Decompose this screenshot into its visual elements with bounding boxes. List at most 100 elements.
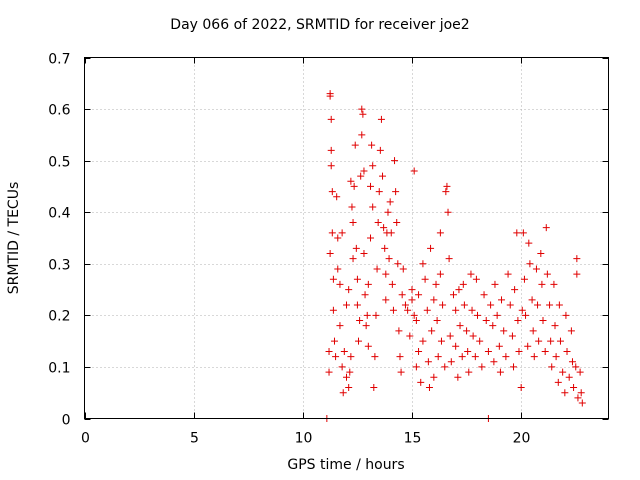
data-point	[506, 301, 514, 309]
data-point	[412, 317, 420, 325]
data-point	[375, 188, 383, 196]
data-point	[556, 337, 564, 345]
data-point	[567, 327, 575, 335]
data-point	[491, 280, 499, 288]
data-point	[459, 280, 467, 288]
data-point	[525, 239, 533, 247]
data-point	[463, 327, 471, 335]
data-point	[329, 306, 337, 314]
data-point	[327, 115, 335, 123]
data-point	[471, 353, 479, 361]
data-point	[371, 353, 379, 361]
chart-title: Day 066 of 2022, SRMTID for receiver joe…	[170, 17, 470, 33]
data-point	[445, 255, 453, 263]
data-point	[327, 162, 335, 170]
data-point	[452, 306, 460, 314]
data-point	[350, 182, 358, 190]
data-point	[349, 255, 357, 263]
data-point	[437, 337, 445, 345]
data-point	[561, 389, 569, 397]
data-point	[562, 311, 570, 319]
data-point	[368, 141, 376, 149]
grid-lines	[84, 57, 609, 419]
data-point	[468, 306, 476, 314]
y-tick-label: 0.4	[48, 206, 70, 222]
x-tick-label: 5	[190, 431, 199, 447]
data-point	[373, 265, 381, 273]
data-point	[455, 286, 463, 294]
data-point	[573, 255, 581, 263]
data-point	[529, 327, 537, 335]
data-point	[519, 229, 527, 237]
data-point	[359, 110, 367, 118]
data-point	[520, 275, 528, 283]
data-point	[374, 219, 382, 227]
data-point	[484, 347, 492, 355]
data-point	[574, 394, 582, 402]
data-point	[419, 260, 427, 268]
data-point	[369, 203, 377, 211]
data-point	[454, 373, 462, 381]
data-point	[343, 301, 350, 309]
data-point	[358, 105, 366, 113]
data-point	[559, 368, 567, 376]
data-point	[326, 90, 334, 98]
data-point	[465, 368, 473, 376]
data-point	[408, 286, 416, 294]
data-point	[389, 306, 397, 314]
data-point	[340, 347, 348, 355]
y-axis-label: SRMTID / TECUs	[6, 181, 22, 295]
data-point	[447, 358, 455, 366]
data-point	[452, 342, 460, 350]
data-point	[326, 249, 334, 257]
data-point	[330, 337, 338, 345]
data-point	[430, 373, 438, 381]
data-point	[510, 363, 518, 371]
data-point	[387, 229, 395, 237]
data-point	[532, 265, 540, 273]
data-points	[323, 90, 586, 422]
data-point	[550, 280, 558, 288]
data-point	[552, 353, 560, 361]
data-point	[417, 378, 425, 386]
data-point	[428, 327, 436, 335]
data-point	[345, 384, 353, 392]
data-point	[500, 327, 508, 335]
data-point	[397, 368, 405, 376]
data-point	[369, 162, 377, 170]
data-point	[436, 229, 444, 237]
data-point	[367, 182, 375, 190]
data-point	[546, 301, 554, 309]
data-point	[388, 280, 396, 288]
data-point	[504, 270, 512, 278]
data-point	[343, 373, 350, 381]
x-axis-label: GPS time / hours	[287, 457, 405, 473]
data-point	[496, 368, 504, 376]
data-point	[576, 368, 584, 376]
data-point	[360, 249, 368, 257]
x-tick-label: 0	[81, 431, 90, 447]
data-point	[396, 353, 404, 361]
data-point	[472, 275, 480, 283]
data-point	[401, 301, 409, 309]
data-point	[538, 280, 546, 288]
data-point	[376, 146, 384, 154]
data-point	[464, 347, 472, 355]
data-point	[446, 332, 454, 340]
data-point	[469, 332, 477, 340]
y-tick-label: 0.2	[48, 309, 70, 325]
data-point	[382, 270, 390, 278]
data-point	[381, 244, 389, 252]
data-point	[338, 363, 346, 371]
data-point	[399, 265, 407, 273]
data-point	[489, 322, 497, 330]
data-point	[415, 291, 423, 299]
data-point	[406, 332, 414, 340]
data-point	[362, 322, 370, 330]
data-point	[358, 131, 366, 139]
data-point	[534, 301, 542, 309]
data-point	[364, 342, 372, 350]
data-point	[432, 280, 440, 288]
data-point	[487, 301, 495, 309]
